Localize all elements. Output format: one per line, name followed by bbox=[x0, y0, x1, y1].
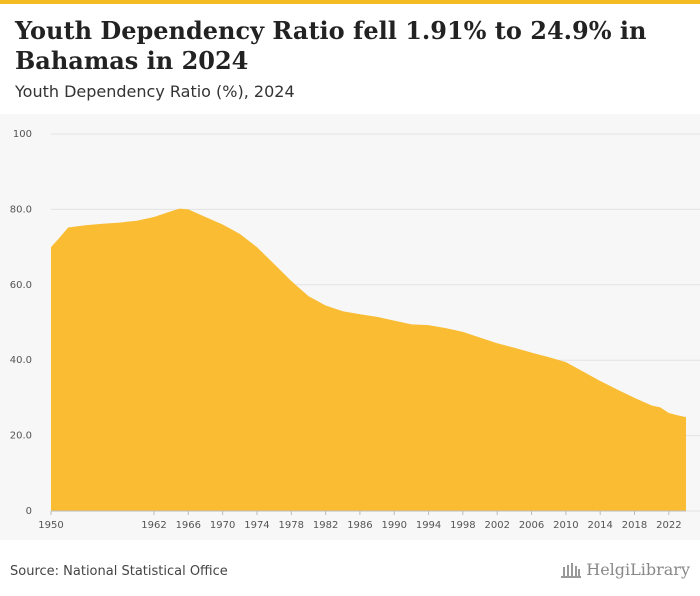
y-tick-label: 40.0 bbox=[10, 355, 32, 366]
x-tick-label: 2018 bbox=[622, 520, 647, 531]
series-area bbox=[51, 208, 686, 511]
chart-footer: Source: National Statistical Office Helg… bbox=[0, 540, 700, 596]
x-tick-label: 1998 bbox=[450, 520, 475, 531]
x-tick-label: 1982 bbox=[313, 520, 338, 531]
x-tick-label: 2006 bbox=[519, 520, 544, 531]
x-tick-label: 1978 bbox=[279, 520, 304, 531]
x-axis-ticks: 1950 1962 1966 1970 1974 1978 1982 1986 1990 1994… bbox=[38, 510, 686, 531]
library-building-icon bbox=[561, 562, 582, 578]
y-tick-label: 0 bbox=[26, 506, 32, 517]
accent-bar bbox=[0, 0, 700, 4]
x-tick-label: 1994 bbox=[416, 520, 441, 531]
x-tick-label: 1966 bbox=[176, 520, 201, 531]
source-note: Source: National Statistical Office bbox=[10, 564, 228, 579]
chart-title: Youth Dependency Ratio fell 1.91% to 24.… bbox=[15, 16, 647, 75]
x-tick-label: 1990 bbox=[382, 520, 407, 531]
x-tick-label: 2002 bbox=[484, 520, 509, 531]
area-chart: 0 20.0 40.0 60.0 80.0 100 1950 1962 1966 1970 197… bbox=[10, 129, 700, 531]
helgi-library-logo[interactable]: HelgiLibrary bbox=[560, 560, 690, 579]
x-tick-label: 1986 bbox=[347, 520, 372, 531]
y-axis-ticks: 0 20.0 40.0 60.0 80.0 100 bbox=[10, 129, 32, 517]
y-tick-label: 60.0 bbox=[10, 280, 32, 291]
chart-subtitle: Youth Dependency Ratio (%), 2024 bbox=[15, 82, 295, 101]
x-tick-label: 2010 bbox=[553, 520, 578, 531]
chart-header: Youth Dependency Ratio fell 1.91% to 24.… bbox=[0, 4, 700, 114]
y-tick-label: 20.0 bbox=[10, 431, 32, 442]
x-tick-label: 2014 bbox=[587, 520, 612, 531]
x-tick-label: 1970 bbox=[210, 520, 235, 531]
data-area bbox=[51, 208, 686, 511]
x-tick-label: 1950 bbox=[38, 520, 63, 531]
chart-area: 0 20.0 40.0 60.0 80.0 100 1950 1962 1966 1970 197… bbox=[0, 114, 700, 540]
x-tick-label: 1962 bbox=[141, 520, 166, 531]
x-tick-label: 1974 bbox=[244, 520, 269, 531]
y-tick-label: 100 bbox=[13, 129, 32, 140]
logo-text: HelgiLibrary bbox=[586, 560, 690, 579]
y-tick-label: 80.0 bbox=[10, 204, 32, 215]
x-tick-label: 2022 bbox=[656, 520, 681, 531]
